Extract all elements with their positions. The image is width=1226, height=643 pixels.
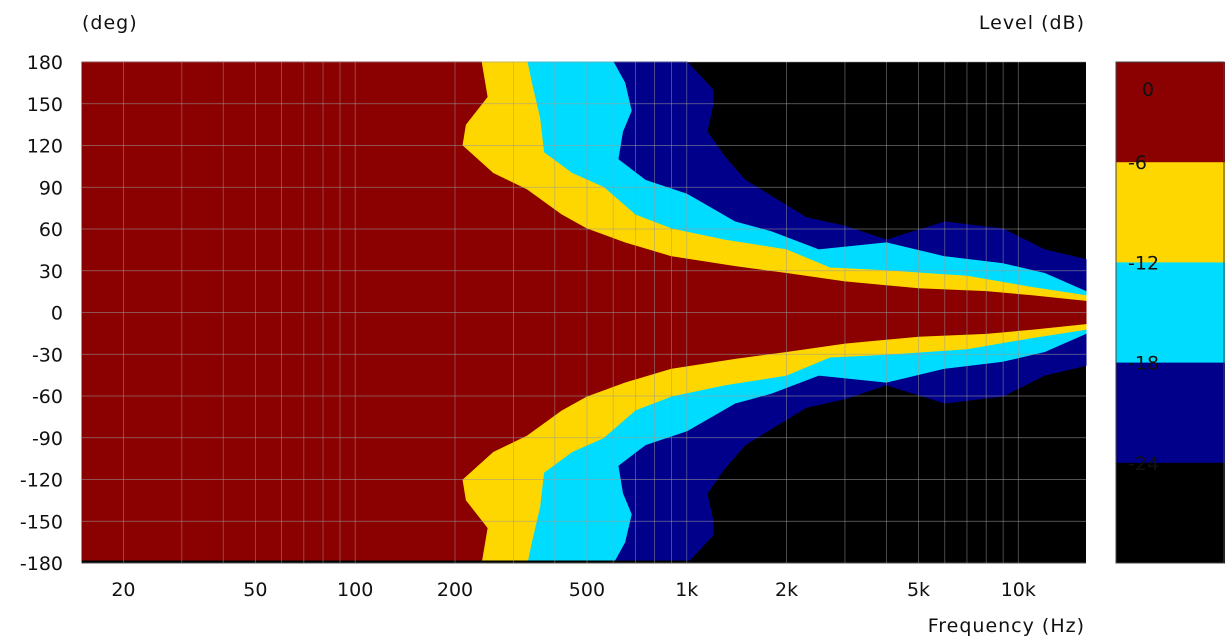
colorbar-swatch bbox=[1116, 162, 1225, 263]
colorbar-tick-label: -24 bbox=[1128, 453, 1159, 475]
y-tick-label: -120 bbox=[20, 470, 63, 492]
colorbar-swatch bbox=[1116, 362, 1225, 464]
y-tick-label: 150 bbox=[27, 94, 63, 116]
y-tick-label: 30 bbox=[39, 261, 63, 283]
y-tick-label: 180 bbox=[27, 52, 63, 74]
colorbar-tick-label: -6 bbox=[1128, 152, 1147, 174]
y-tick-label: 60 bbox=[39, 219, 63, 241]
colorbar-swatch bbox=[1116, 262, 1225, 364]
x-tick-label: 10k bbox=[1001, 579, 1036, 601]
x-tick-label: 20 bbox=[111, 579, 135, 601]
y-tick-label: -60 bbox=[32, 386, 63, 408]
x-tick-label: 5k bbox=[907, 579, 930, 601]
colorbar-tick-label: 0 bbox=[1142, 79, 1154, 101]
x-tick-label: 200 bbox=[437, 579, 473, 601]
x-tick-label: 1k bbox=[675, 579, 698, 601]
colorbar-tick-label: -18 bbox=[1128, 353, 1159, 375]
x-tick-label: 50 bbox=[243, 579, 267, 601]
x-axis-label: Frequency (Hz) bbox=[928, 615, 1085, 637]
y-tick-label: -30 bbox=[32, 344, 63, 366]
colorbar-swatch bbox=[1116, 62, 1225, 163]
x-axis-ticks: 20 50 100 200 500 1k 2k 5k 10k bbox=[111, 579, 1036, 601]
y-tick-label: -150 bbox=[20, 511, 63, 533]
y-axis-label: (deg) bbox=[82, 12, 138, 34]
colorbar-label: Level (dB) bbox=[979, 12, 1085, 34]
y-tick-label: 90 bbox=[39, 177, 63, 199]
y-axis-ticks: 180 150 120 90 60 30 0 -30 -60 -90 -120 -150 -180 bbox=[20, 52, 63, 575]
y-tick-label: -90 bbox=[32, 428, 63, 450]
colorbar: 0 -6 -12 -18 -24 bbox=[1115, 61, 1225, 564]
x-tick-label: 2k bbox=[775, 579, 798, 601]
y-tick-label: -180 bbox=[20, 553, 63, 575]
colorbar-frame bbox=[1115, 61, 1225, 564]
grid bbox=[82, 61, 1086, 564]
x-tick-label: 100 bbox=[337, 579, 373, 601]
y-tick-label: 120 bbox=[27, 136, 63, 158]
colorbar-swatch bbox=[1116, 462, 1225, 564]
x-tick-label: 500 bbox=[569, 579, 605, 601]
y-tick-label: 0 bbox=[51, 303, 63, 325]
colorbar-tick-label: -12 bbox=[1128, 252, 1159, 274]
